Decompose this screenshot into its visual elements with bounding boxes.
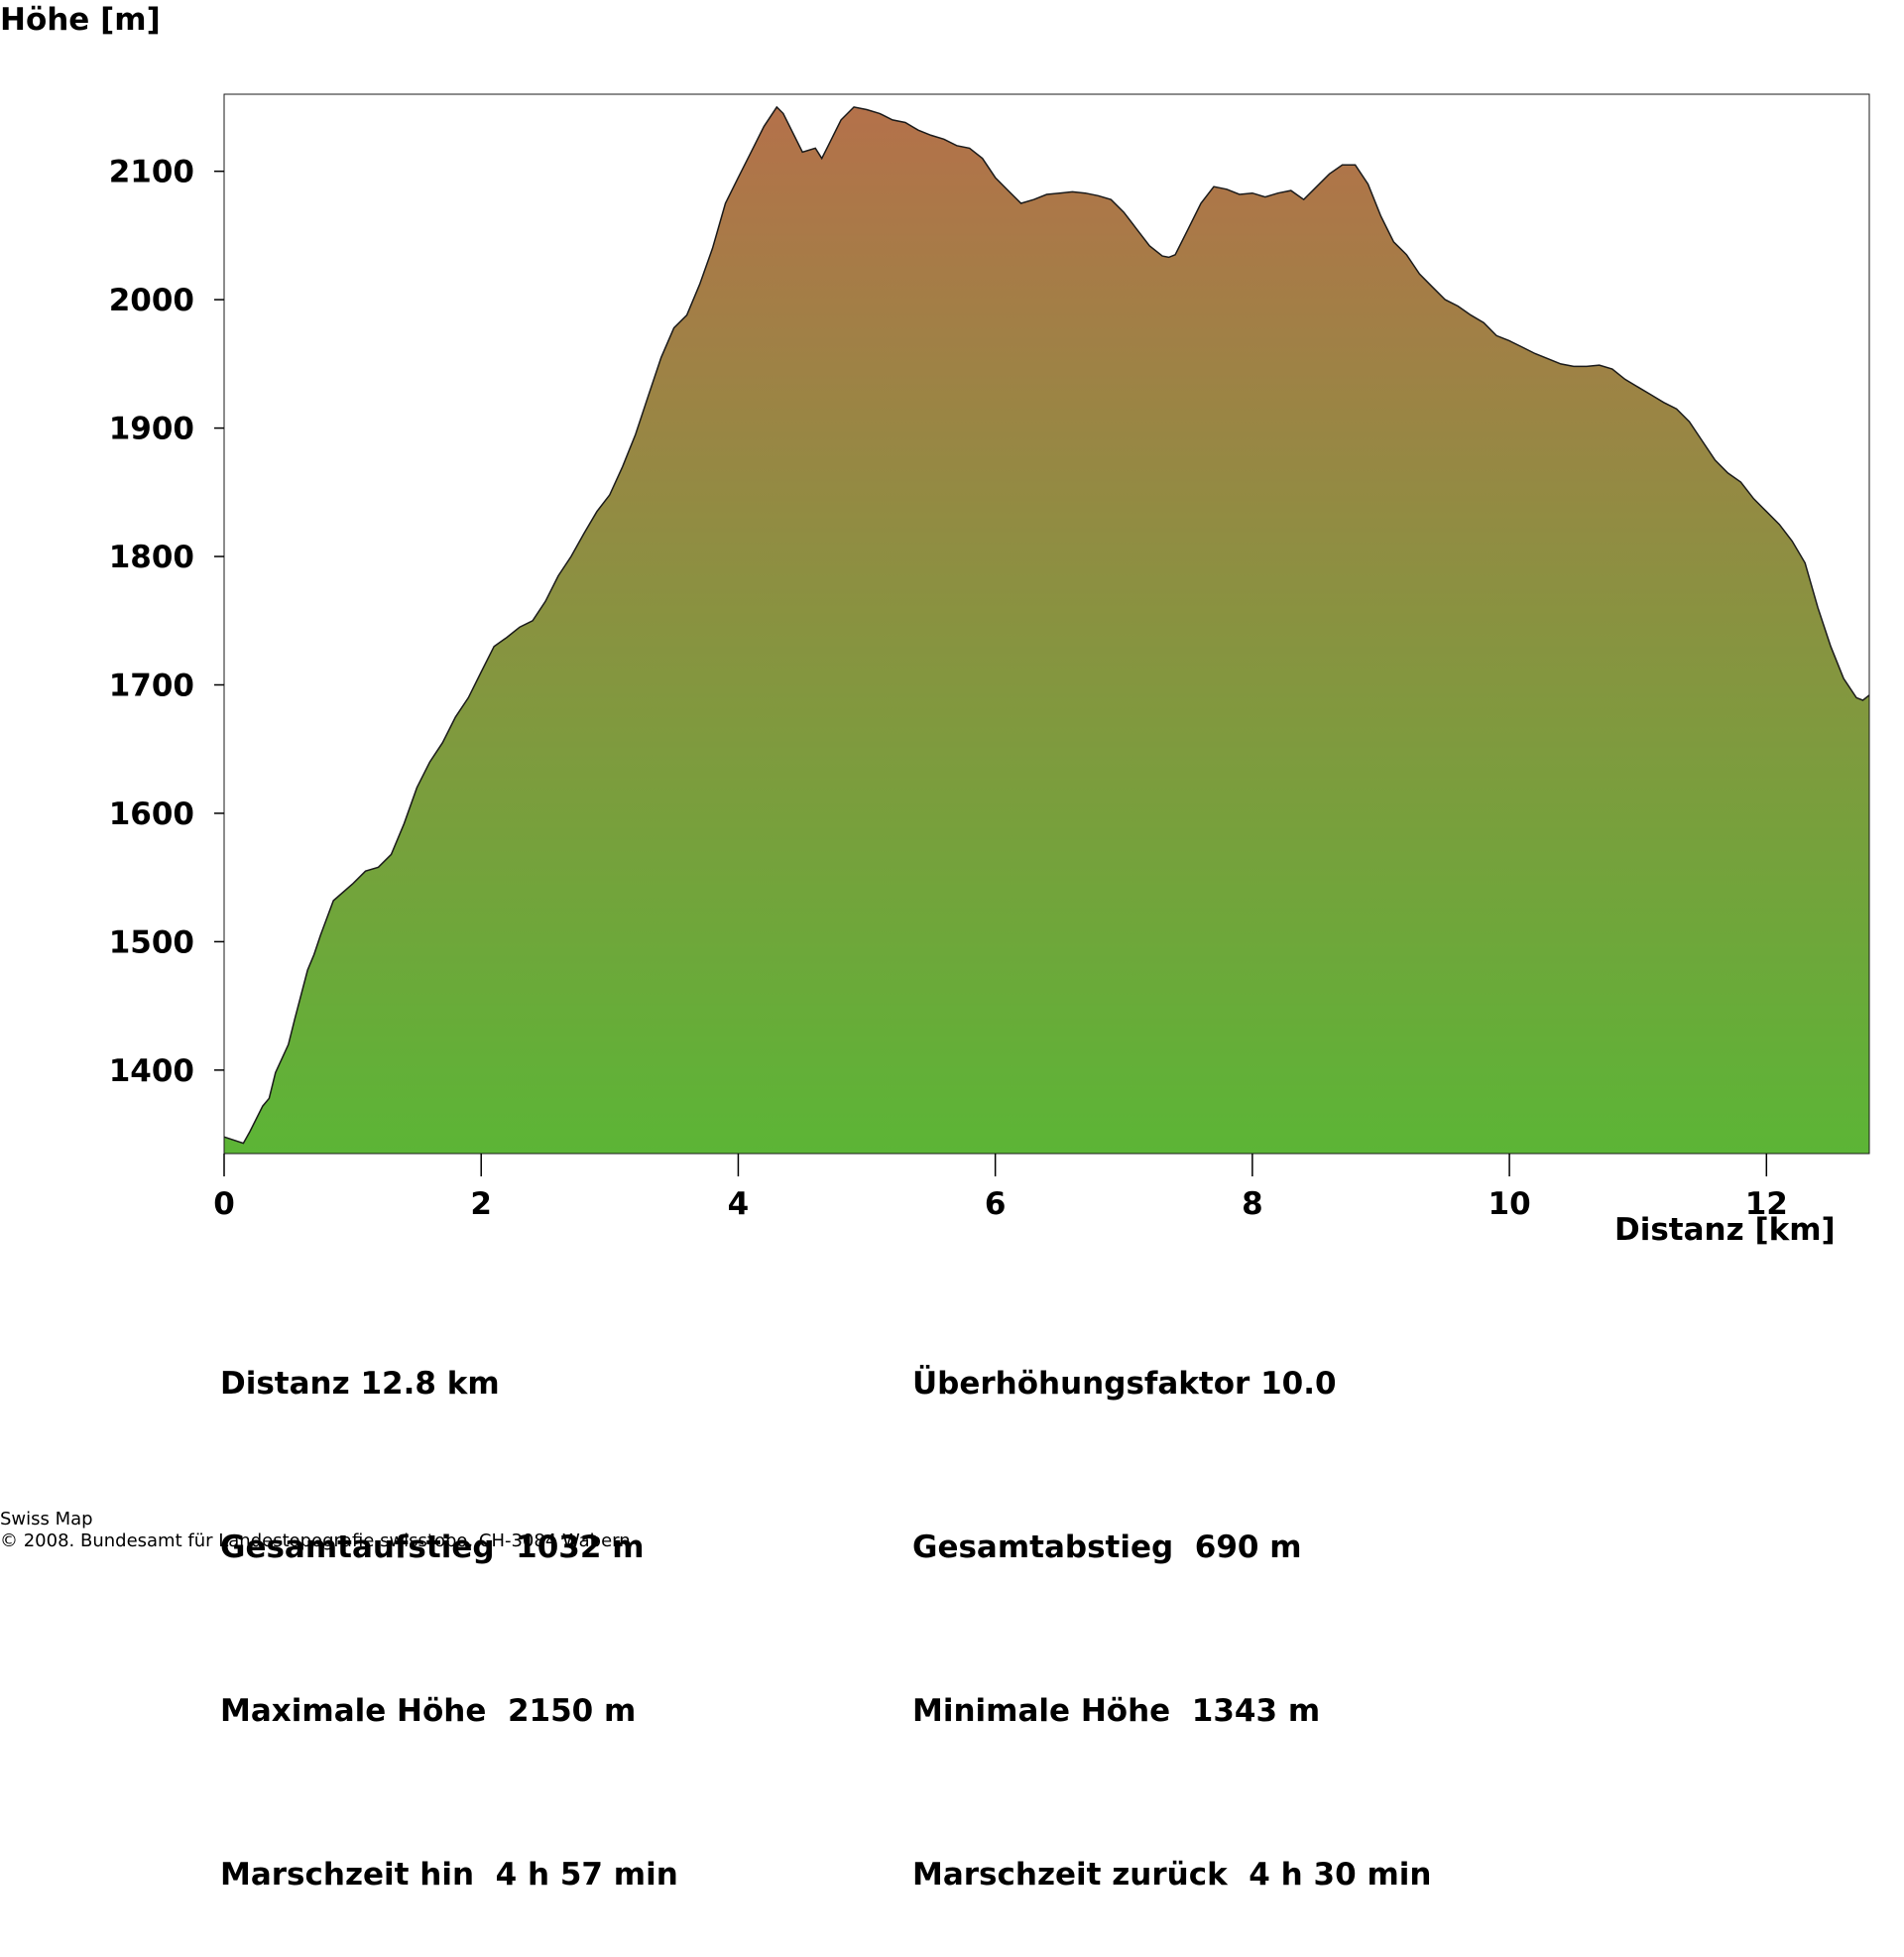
elevation-area (224, 106, 1869, 1154)
elevation-line (223, 105, 1870, 1145)
y-tick-label: 1700 (109, 668, 194, 703)
x-tick-label: 0 (213, 1186, 235, 1222)
x-tick-label: 12 (1745, 1186, 1788, 1222)
y-axis-title: Höhe [m] (0, 2, 161, 38)
y-tick-label: 2000 (109, 283, 194, 318)
x-axis-title: Distanz [km] (1614, 1212, 1836, 1248)
stat-max-altitude: Maximale Höhe 2150 m (220, 1693, 637, 1729)
x-tick-label: 10 (1488, 1186, 1531, 1222)
x-tick-label: 2 (470, 1186, 492, 1222)
x-tick-label: 4 (728, 1186, 750, 1222)
x-tick-label: 8 (1242, 1186, 1263, 1222)
y-tick-label: 1500 (109, 924, 194, 960)
elevation-profile-chart: 1400 1500 1600 1700 1800 1900 2000 2100 0 2 4 6 8 10… (109, 93, 1870, 1222)
y-tick-label: 1800 (109, 540, 194, 575)
copyright-footer: Swiss Map © 2008. Bundesamt für Landesto… (0, 1509, 631, 1552)
x-axis: 0 2 4 6 8 10 12 (213, 1154, 1788, 1222)
y-tick-label: 1400 (109, 1053, 194, 1089)
stat-total-descent: Gesamtabstieg 690 m (912, 1529, 1302, 1565)
stat-min-altitude: Minimale Höhe 1343 m (912, 1693, 1321, 1729)
y-tick-label: 2100 (109, 155, 194, 190)
footer-copyright: © 2008. Bundesamt für Landestopografie s… (0, 1530, 631, 1551)
y-axis: 1400 1500 1600 1700 1800 1900 2000 2100 (109, 155, 224, 1089)
stat-exaggeration-factor: Überhöhungsfaktor 10.0 (912, 1366, 1337, 1402)
y-tick-label: 1600 (109, 796, 194, 832)
y-tick-label: 1900 (109, 412, 194, 447)
stat-walk-time-out: Marschzeit hin 4 h 57 min (220, 1857, 678, 1893)
stat-walk-time-back: Marschzeit zurück 4 h 30 min (912, 1857, 1432, 1893)
stats-right: Überhöhungsfaktor 10.0 Gesamtabstieg 690… (912, 1248, 1431, 1957)
x-tick-label: 6 (985, 1186, 1007, 1222)
plot-frame (223, 93, 1870, 1155)
footer-source: Swiss Map (0, 1509, 93, 1529)
stat-distance: Distanz 12.8 km (220, 1366, 500, 1402)
stats-left: Distanz 12.8 km Gesamtaufstieg 1032 m Ma… (220, 1248, 678, 1957)
